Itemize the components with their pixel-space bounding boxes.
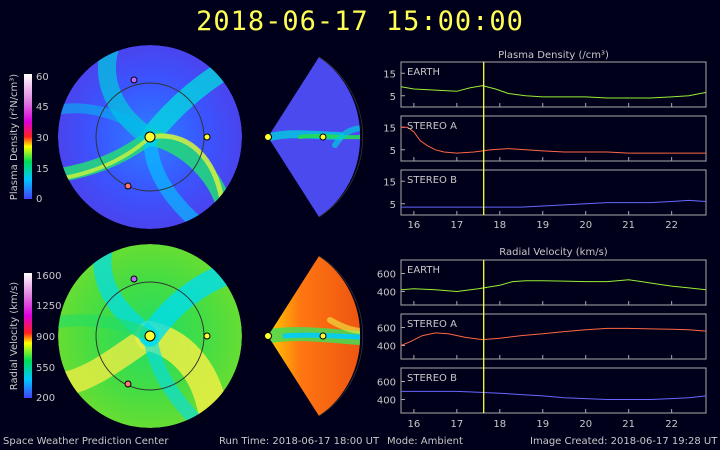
density-colorbar-gradient [24, 74, 32, 199]
footer-mode: Mode: Ambient [387, 436, 463, 447]
velocity-colorbar-label: Radial Velocity (km/s) [9, 282, 20, 390]
y-tick-label: 400 [377, 396, 396, 407]
stereo-a-marker [124, 182, 132, 190]
velocity-chart-title: Radial Velocity (km/s) [499, 247, 607, 258]
panel-frame [400, 61, 707, 108]
stereo-a-velocity-series-line [400, 327, 707, 346]
density-time-series: Plasma Density (/cm³) 15 5 EARTH 15 5 STEREO A… [383, 50, 707, 231]
density-colorbar: Plasma Density (r²N/cm³) 60 45 30 15 0 [9, 72, 49, 205]
x-tick-label: 18 [493, 419, 506, 430]
x-tick-label: 16 [408, 419, 421, 430]
velocity-tick-900: 900 [36, 332, 55, 343]
y-tick-label: 15 [383, 69, 396, 80]
x-tick-label: 19 [536, 419, 549, 430]
panel-name-stereo-a: STEREO A [407, 121, 457, 132]
velocity-tick-1600: 1600 [36, 271, 61, 282]
velocity-tick-1250: 1250 [36, 301, 61, 312]
x-tick-label: 17 [450, 220, 463, 231]
earth-marker-velocity [203, 332, 211, 340]
density-chart-title: Plasma Density (/cm³) [498, 50, 609, 61]
velocity-colorbar-gradient [24, 273, 32, 398]
velocity-tick-550: 550 [36, 363, 55, 374]
panel-frame [400, 313, 707, 360]
y-tick-label: 5 [390, 200, 396, 211]
x-tick-label: 18 [493, 220, 506, 231]
stereo-b-velocity-series-line [401, 390, 707, 400]
footer-image-created: Image Created: 2018-06-17 19:28 UT [530, 436, 718, 447]
stereo-b-marker [130, 76, 138, 84]
velocity-panel-stereo-a: 600 400 STEREO A [377, 313, 707, 360]
y-tick-label: 600 [377, 378, 396, 389]
panel-frame [400, 259, 707, 306]
sun-marker-velocity-cone [264, 332, 272, 340]
x-tick-label: 19 [536, 220, 549, 231]
velocity-colorbar: Radial Velocity (km/s) 1600 1250 900 550… [9, 271, 61, 404]
x-tick-label: 21 [622, 419, 635, 430]
y-tick-label: 5 [390, 146, 396, 157]
earth-marker [203, 133, 211, 141]
panel-name-earth: EARTH [407, 265, 440, 276]
panel-frame [400, 367, 707, 414]
density-tick-60: 60 [36, 72, 49, 83]
earth-velocity-series-line [400, 279, 707, 293]
sun-marker-velocity [144, 330, 156, 342]
earth-density-series-line [400, 85, 707, 99]
x-tick-label: 16 [408, 220, 421, 231]
stereo-b-density-series-line [401, 199, 707, 208]
density-ecliptic-map [58, 45, 242, 229]
panel-frame [400, 115, 707, 162]
density-colorbar-label: Plasma Density (r²N/cm³) [9, 74, 20, 201]
density-tick-45: 45 [36, 102, 49, 113]
velocity-time-series: Radial Velocity (km/s) 600 400 EARTH 600 400 S… [377, 247, 707, 430]
y-tick-label: 5 [390, 92, 396, 103]
density-tick-30: 30 [36, 133, 49, 144]
y-tick-label: 400 [377, 342, 396, 353]
sun-marker [144, 131, 156, 143]
stereo-a-density-series-line [401, 126, 706, 154]
footer-organization: Space Weather Prediction Center [3, 436, 169, 447]
earth-marker-cone [319, 133, 327, 141]
velocity-panel-stereo-b: 600 400 STEREO B [377, 367, 707, 414]
time-series-charts: Plasma Density (/cm³) 15 5 EARTH 15 5 STEREO A… [377, 50, 707, 430]
density-tick-0: 0 [36, 194, 42, 205]
earth-marker-velocity-cone [319, 332, 327, 340]
density-panel-stereo-b: 15 5 STEREO B [383, 169, 707, 216]
velocity-ecliptic-map [58, 244, 242, 428]
x-tick-label: 22 [665, 220, 678, 231]
stereo-b-marker-velocity [130, 275, 138, 283]
y-tick-label: 15 [383, 123, 396, 134]
density-tick-15: 15 [36, 164, 49, 175]
velocity-panel-earth: 600 400 EARTH [377, 259, 707, 306]
y-tick-label: 15 [383, 177, 396, 188]
panel-name-stereo-a: STEREO A [407, 319, 457, 330]
panel-name-earth: EARTH [407, 67, 440, 78]
footer-run-time: Run Time: 2018-06-17 18:00 UT [219, 436, 380, 447]
y-tick-label: 600 [377, 324, 396, 335]
x-tick-label: 22 [665, 419, 678, 430]
velocity-tick-200: 200 [36, 393, 55, 404]
density-meridional-cone [264, 56, 364, 218]
simulation-timestamp: 2018-06-17 15:00:00 [196, 6, 524, 37]
x-tick-label: 17 [450, 419, 463, 430]
sun-marker-cone [264, 133, 272, 141]
panel-frame [400, 169, 707, 216]
y-tick-label: 400 [377, 288, 396, 299]
x-tick-label: 21 [622, 220, 635, 231]
stereo-a-marker-velocity [124, 380, 132, 388]
panel-name-stereo-b: STEREO B [407, 373, 457, 384]
x-tick-label: 20 [579, 419, 592, 430]
density-panel-stereo-a: 15 5 STEREO A [383, 115, 707, 162]
y-tick-label: 600 [377, 270, 396, 281]
velocity-meridional-cone [264, 255, 364, 417]
x-tick-label: 20 [579, 220, 592, 231]
density-panel-earth: 15 5 EARTH [383, 61, 707, 108]
panel-name-stereo-b: STEREO B [407, 175, 457, 186]
